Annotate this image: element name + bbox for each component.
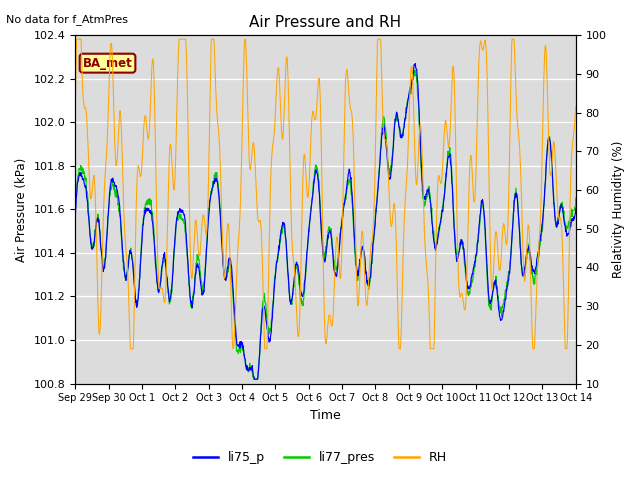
X-axis label: Time: Time [310, 409, 341, 422]
Y-axis label: Relativity Humidity (%): Relativity Humidity (%) [612, 141, 625, 278]
Text: No data for f_AtmPres: No data for f_AtmPres [6, 14, 129, 25]
Title: Air Pressure and RH: Air Pressure and RH [250, 15, 401, 30]
Legend: li75_p, li77_pres, RH: li75_p, li77_pres, RH [188, 446, 452, 469]
Y-axis label: Air Pressure (kPa): Air Pressure (kPa) [15, 157, 28, 262]
Text: BA_met: BA_met [83, 57, 132, 70]
